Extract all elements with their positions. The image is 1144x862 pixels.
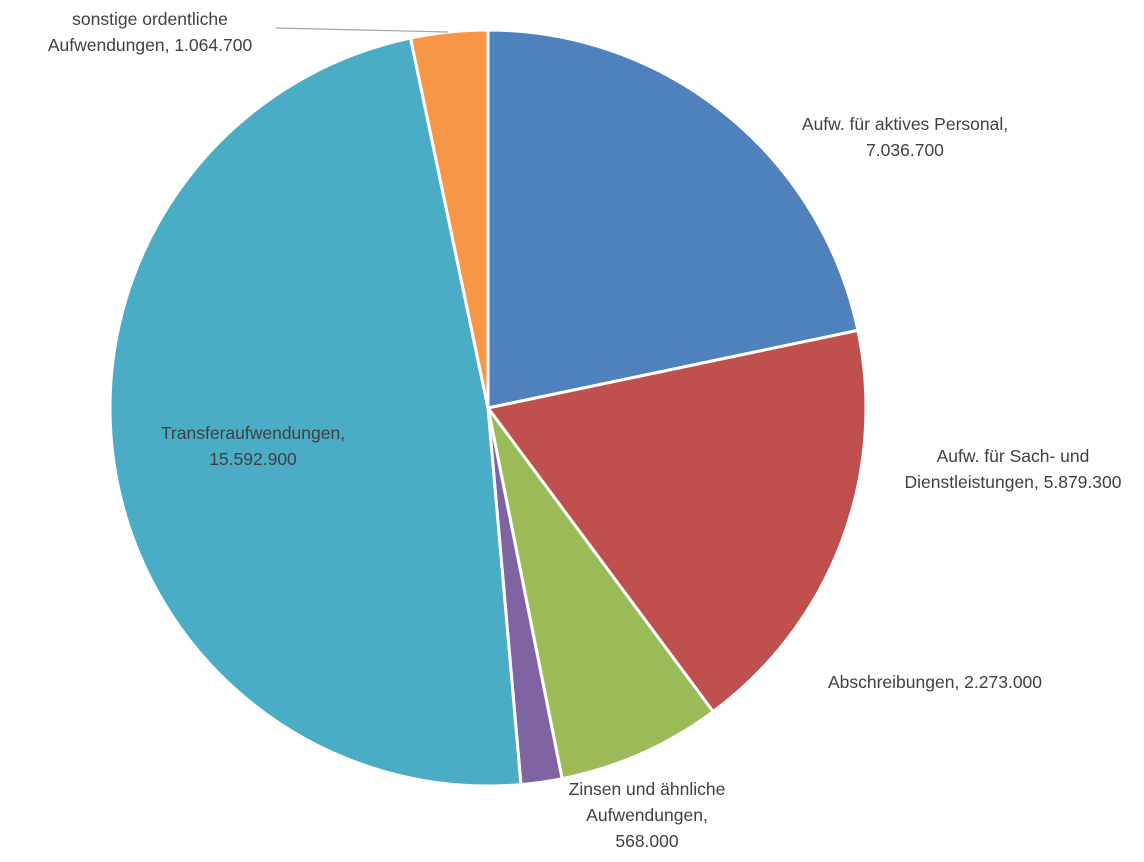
slice-sach-dienstleistungen xyxy=(486,328,868,714)
slice-sonstige xyxy=(409,28,490,410)
label-sonstige: sonstige ordentliche Aufwendungen, 1.064… xyxy=(47,9,253,55)
label-abschreibungen: Abschreibungen, 2.273.000 xyxy=(827,672,1043,692)
label-transferaufwendungen: Transferaufwendungen, 15.592.900 xyxy=(160,423,346,469)
slice-transferaufwendungen xyxy=(108,36,523,788)
leader-line xyxy=(275,27,449,33)
label-zinsen: Zinsen und ähnliche Aufwendungen, 568.00… xyxy=(568,779,726,851)
label-sach-dienstleistungen: Aufw. für Sach- und Dienstleistungen, 5.… xyxy=(904,446,1122,492)
label-aktives-personal: Aufw. für aktives Personal, 7.036.700 xyxy=(801,114,1009,160)
slice-aktives-personal xyxy=(486,28,860,410)
